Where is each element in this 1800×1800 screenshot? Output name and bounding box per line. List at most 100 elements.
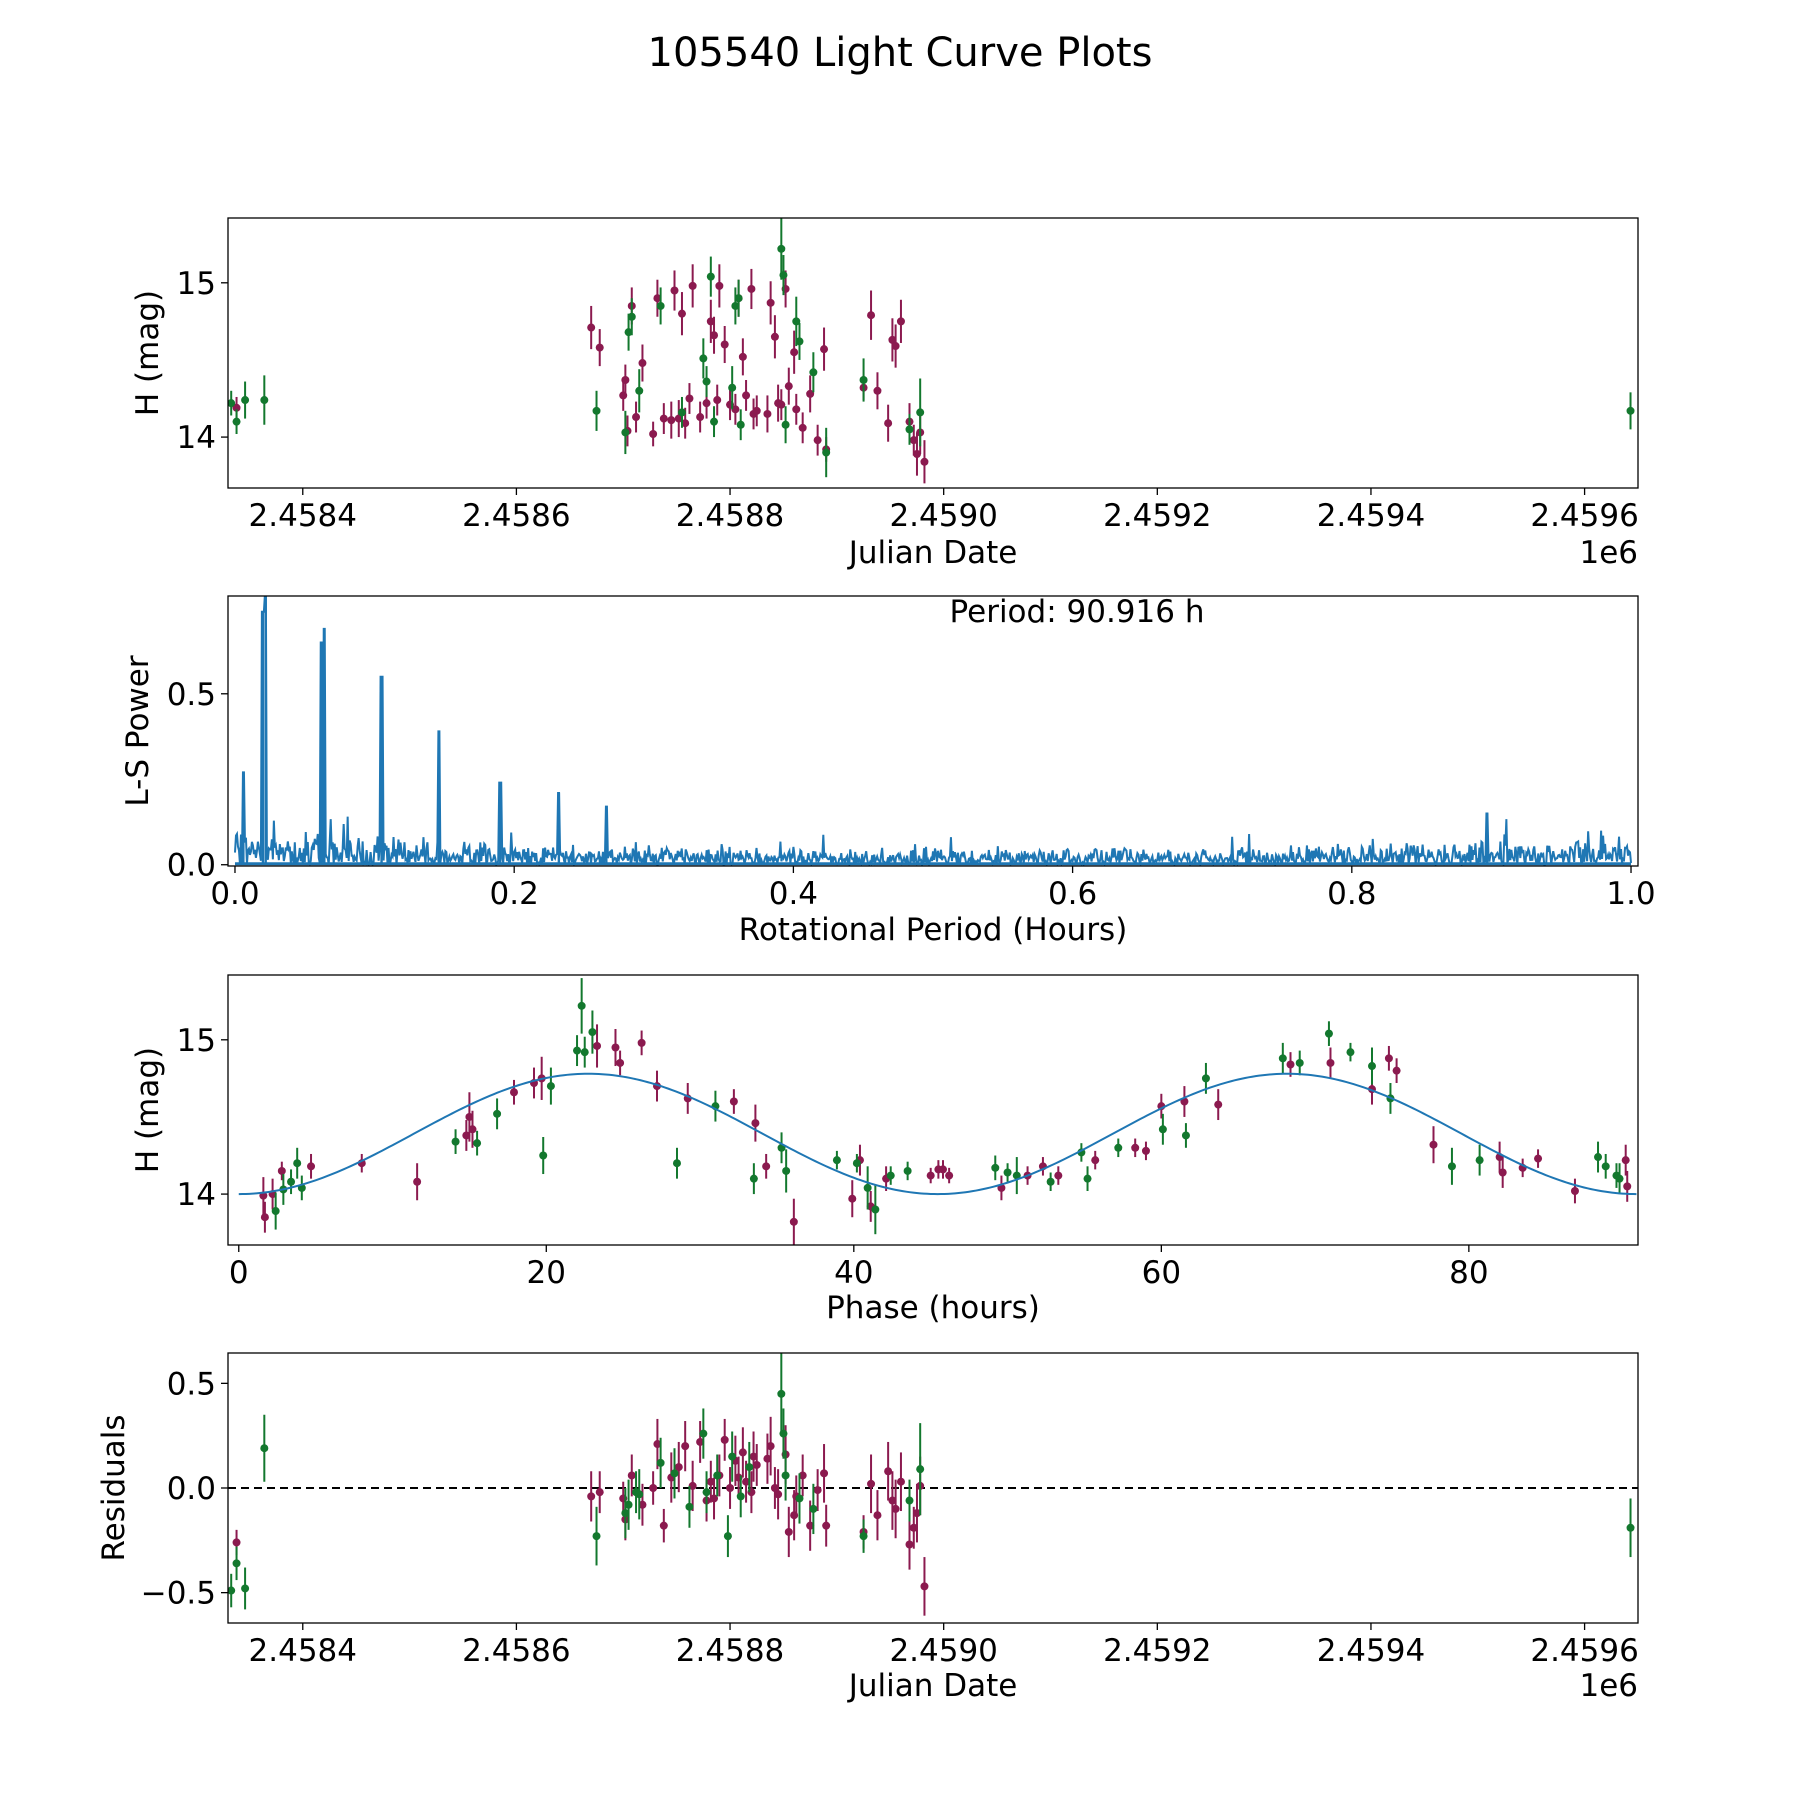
data-point [1392, 1066, 1401, 1075]
data-point [688, 281, 697, 290]
data-point [1475, 1156, 1484, 1165]
data-point [260, 1444, 269, 1453]
data-point [659, 414, 668, 423]
data-point [749, 1174, 758, 1183]
data-point [702, 1488, 711, 1497]
residuals-ylabel: Residuals [96, 1414, 132, 1561]
data-point [656, 301, 665, 310]
data-point [667, 416, 676, 425]
data-point [638, 1500, 647, 1509]
x-tick-label: 0.4 [769, 876, 818, 912]
data-point [938, 1165, 947, 1174]
data-point [777, 1389, 786, 1398]
periodogram-plot-area [233, 596, 1633, 866]
data-point [1621, 1156, 1630, 1165]
data-point [832, 1156, 841, 1165]
x-tick-label: 2.4586 [462, 498, 570, 534]
data-point [852, 1159, 861, 1168]
data-point [1626, 406, 1635, 415]
data-point [1114, 1143, 1123, 1152]
data-point [820, 345, 829, 354]
data-point [1570, 1187, 1579, 1195]
y-tick-label: 0.0 [167, 848, 216, 884]
data-point [587, 323, 596, 332]
data-point [232, 417, 241, 426]
series-filter-A [259, 1024, 1632, 1245]
data-point [784, 1527, 793, 1536]
data-point [867, 311, 876, 320]
data-point [232, 403, 241, 412]
data-point [468, 1125, 477, 1134]
data-point [745, 1463, 754, 1472]
data-point [659, 1521, 668, 1530]
data-point [770, 1484, 779, 1492]
data-point [627, 1471, 636, 1480]
x-tick-label: 0.8 [1327, 876, 1376, 912]
data-point [916, 1465, 925, 1474]
data-point [241, 1584, 250, 1593]
data-point [891, 1504, 900, 1513]
data-point [873, 1511, 882, 1520]
timeseries-frame [227, 217, 1639, 489]
data-point [653, 1440, 662, 1449]
data-point [670, 286, 679, 295]
data-point [580, 1048, 589, 1057]
data-point [867, 1479, 876, 1488]
data-point [905, 1540, 914, 1549]
data-point [1429, 1140, 1438, 1149]
data-point [260, 396, 269, 405]
data-point [859, 1532, 868, 1541]
data-point [736, 1492, 745, 1501]
data-point [706, 1477, 715, 1486]
data-point [728, 383, 737, 392]
data-point [905, 425, 914, 434]
data-point [587, 1492, 596, 1501]
data-point [790, 348, 799, 357]
data-point [677, 408, 686, 417]
data-point [747, 284, 756, 293]
data-point [592, 406, 601, 415]
data-point [916, 408, 925, 417]
data-point [635, 386, 644, 395]
data-point [1594, 1153, 1603, 1162]
data-point [241, 396, 250, 405]
periodogram-line [233, 596, 1633, 866]
data-point [798, 423, 807, 432]
data-point [1012, 1171, 1021, 1180]
data-point [271, 1207, 280, 1216]
data-point [413, 1177, 422, 1186]
timeseries-plot-area [228, 218, 1635, 484]
data-point [1083, 1174, 1092, 1183]
data-point [577, 1001, 586, 1010]
data-point [1498, 1168, 1507, 1177]
timeseries-offset-label: 1e6 [1579, 535, 1638, 571]
data-point [621, 428, 630, 437]
data-point [228, 1586, 236, 1595]
data-point [595, 343, 604, 352]
periodogram-ylabel: L-S Power [120, 655, 156, 806]
x-tick-label: 40 [834, 1255, 873, 1291]
data-point [1384, 1054, 1393, 1063]
data-point [1447, 1162, 1456, 1171]
data-point [621, 376, 630, 384]
residuals-offset-label: 1e6 [1579, 1668, 1638, 1704]
data-point [595, 1488, 604, 1497]
y-tick-label: 0.5 [167, 1366, 216, 1402]
data-point [573, 1046, 582, 1055]
data-point [681, 419, 690, 428]
data-point [891, 342, 900, 351]
data-point [706, 272, 715, 281]
data-point [462, 1131, 471, 1140]
data-point [886, 1171, 895, 1180]
y-tick-label: −0.5 [141, 1576, 216, 1612]
data-point [451, 1137, 460, 1146]
data-point [789, 1217, 798, 1226]
data-point [649, 430, 658, 438]
y-tick-label: 0.5 [167, 677, 216, 713]
data-point [888, 335, 897, 344]
data-point [702, 377, 711, 386]
data-point [792, 405, 801, 414]
data-point [751, 1119, 760, 1128]
data-point [1534, 1154, 1543, 1163]
data-point [677, 309, 686, 318]
